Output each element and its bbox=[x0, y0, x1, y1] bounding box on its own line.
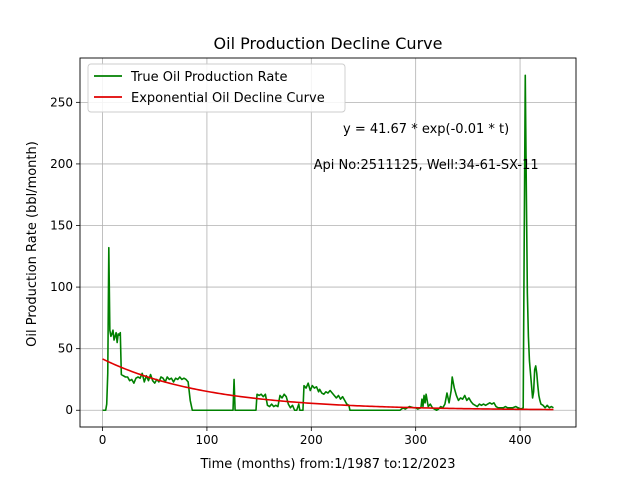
y-tick-label: 200 bbox=[50, 157, 73, 171]
x-tick-label: 300 bbox=[404, 433, 427, 447]
y-tick-label: 100 bbox=[50, 280, 73, 294]
series-layer bbox=[102, 74, 554, 412]
y-tick-label: 50 bbox=[58, 342, 73, 356]
x-axis-ticks: 0 100 200 300 400 bbox=[99, 427, 532, 447]
legend-label-true-rate: True Oil Production Rate bbox=[130, 70, 287, 85]
x-tick-label: 0 bbox=[99, 433, 107, 447]
y-axis-label: Oil Production Rate (bbl/month) bbox=[25, 141, 40, 347]
grid-lines bbox=[80, 58, 576, 427]
legend-box bbox=[87, 63, 346, 113]
chart-title: Oil Production Decline Curve bbox=[214, 34, 443, 53]
y-axis-ticks: 0 50 100 150 200 250 bbox=[50, 95, 80, 417]
plot-area-frame bbox=[79, 57, 577, 428]
y-tick-label: 250 bbox=[50, 95, 73, 109]
x-tick-label: 100 bbox=[195, 433, 218, 447]
legend: True Oil Production Rate Exponential Oil… bbox=[87, 63, 346, 113]
y-tick-label: 0 bbox=[65, 403, 73, 417]
equation-annotation: y = 41.67 * exp(-0.01 * t) bbox=[343, 122, 509, 137]
x-tick-label: 200 bbox=[300, 433, 323, 447]
y-tick-label: 150 bbox=[50, 219, 73, 233]
well-annotation: Api No:2511125, Well:34-61-SX-11 bbox=[314, 158, 539, 173]
series-line-exponential-curve bbox=[102, 358, 554, 411]
x-axis-label: Time (months) from:1/1987 to:12/2023 bbox=[199, 457, 455, 472]
series-line-true-rate bbox=[102, 74, 554, 412]
x-tick-label: 400 bbox=[509, 433, 532, 447]
legend-label-exponential-curve: Exponential Oil Decline Curve bbox=[131, 91, 325, 106]
